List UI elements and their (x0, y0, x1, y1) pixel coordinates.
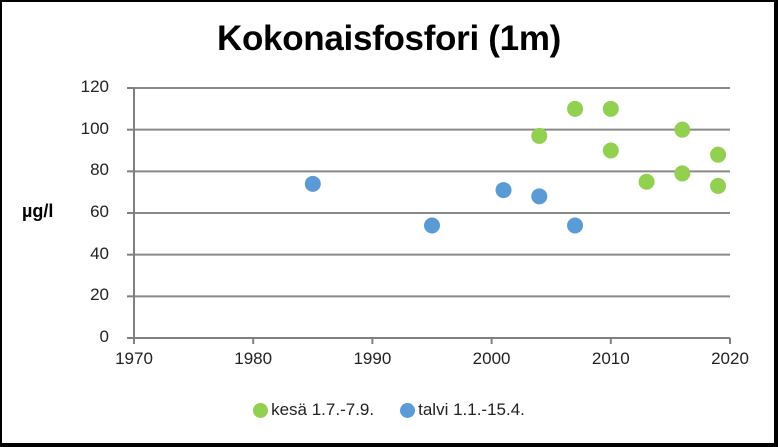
x-tick-label: 1980 (234, 349, 273, 368)
legend-label: talvi 1.1.-15.4. (418, 400, 525, 419)
y-tick-label: 80 (90, 160, 109, 180)
data-point (531, 127, 548, 144)
legend-label: kesä 1.7.-7.9. (271, 400, 375, 419)
legend-item: kesä 1.7.-7.9. (253, 400, 374, 420)
chart-title: Kokonaisfosfori (1m) (216, 19, 562, 58)
y-tick-label: 0 (99, 327, 109, 346)
data-point (567, 217, 584, 234)
data-point (638, 173, 655, 190)
data-point (710, 177, 727, 194)
data-point (567, 100, 584, 117)
x-tick-label: 1990 (353, 349, 392, 368)
y-tick-label: 20 (90, 285, 109, 305)
data-point (304, 175, 321, 192)
y-tick-label: 40 (90, 243, 109, 263)
legend-marker-icon (253, 402, 269, 418)
data-point (674, 165, 691, 182)
y-tick-label: 60 (90, 202, 109, 221)
data-point (674, 121, 691, 138)
legend-item: talvi 1.1.-15.4. (400, 400, 525, 420)
y-axis-label: µg/l (22, 201, 54, 221)
data-point (424, 217, 440, 234)
data-point (602, 100, 619, 117)
x-tick-label: 2010 (591, 349, 630, 368)
x-tick-label: 2020 (711, 349, 749, 368)
legend: kesä 1.7.-7.9. talvi 1.1.-15.4. (0, 400, 778, 420)
data-point (602, 142, 619, 159)
x-tick-label: 2000 (472, 349, 511, 368)
x-tick-label: 1970 (115, 349, 153, 368)
y-tick-label: 120 (80, 77, 109, 96)
data-point (531, 188, 548, 205)
data-point (710, 146, 727, 163)
data-point (495, 182, 512, 199)
legend-marker-icon (400, 402, 416, 418)
y-tick-label: 100 (80, 118, 109, 138)
